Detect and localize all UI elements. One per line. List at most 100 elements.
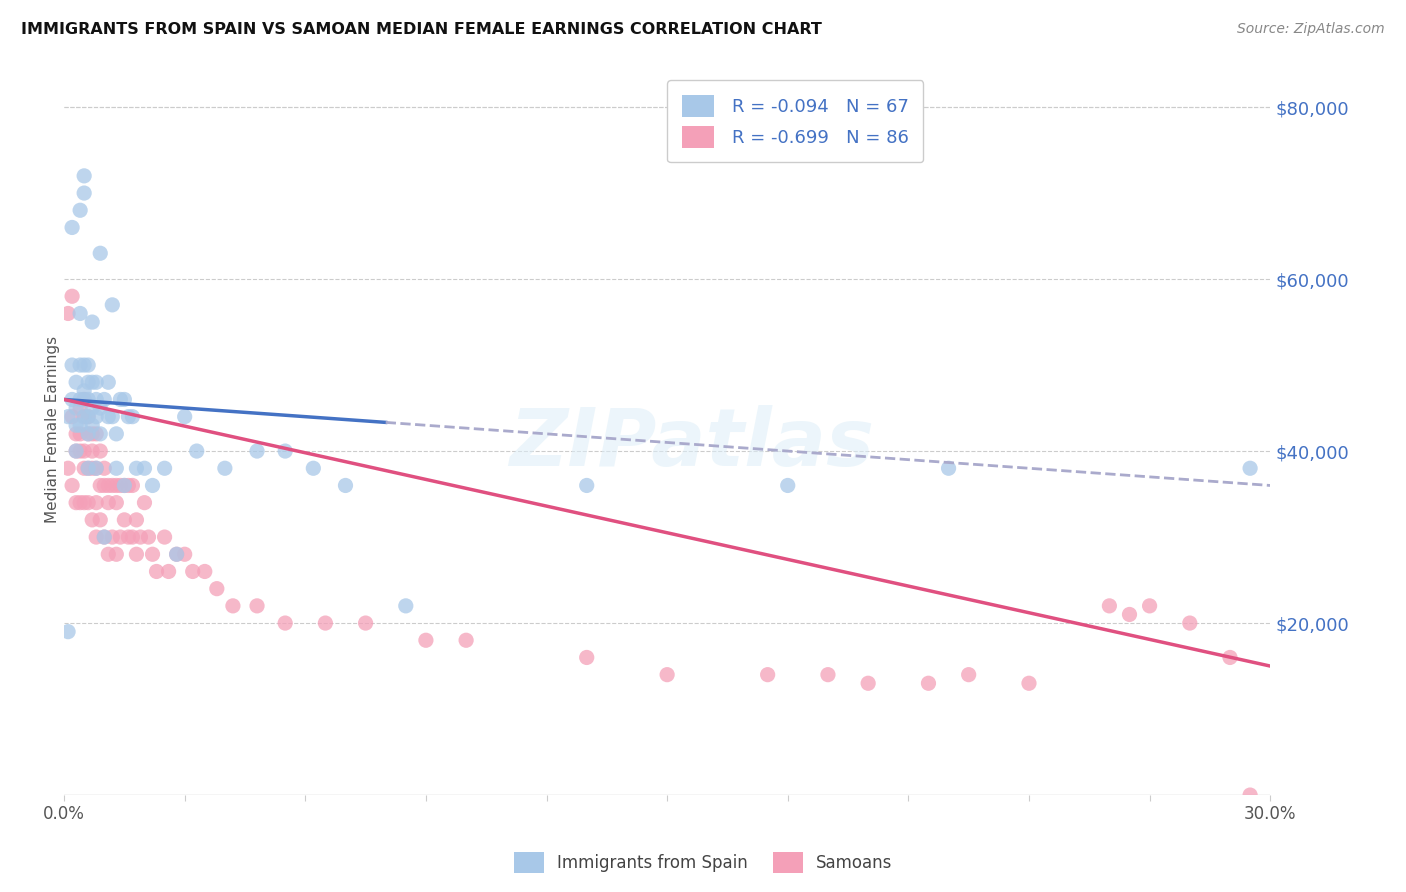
Point <box>69 392 91 407</box>
Point <box>56 624 79 639</box>
Point <box>314 616 336 631</box>
Point <box>1098 599 1121 613</box>
Point <box>141 547 163 561</box>
Point <box>77 426 100 441</box>
Point <box>77 496 100 510</box>
Point <box>82 461 104 475</box>
Point <box>121 530 143 544</box>
Point <box>246 599 269 613</box>
Point <box>456 633 478 648</box>
Point <box>89 478 111 492</box>
Point <box>82 418 104 433</box>
Point <box>73 358 96 372</box>
Point <box>153 461 176 475</box>
Point <box>112 513 135 527</box>
Point <box>101 409 124 424</box>
Point <box>335 478 357 492</box>
Point <box>105 496 128 510</box>
Point <box>89 444 111 458</box>
Point <box>84 530 107 544</box>
Point <box>141 478 163 492</box>
Point <box>1018 676 1040 690</box>
Point <box>65 426 87 441</box>
Point <box>82 513 104 527</box>
Point <box>415 633 437 648</box>
Point <box>77 409 100 424</box>
Point <box>756 667 779 681</box>
Point <box>125 547 148 561</box>
Point <box>173 547 195 561</box>
Point <box>56 461 79 475</box>
Point <box>73 392 96 407</box>
Point <box>69 401 91 415</box>
Point <box>60 478 83 492</box>
Point <box>134 461 156 475</box>
Point <box>69 203 91 218</box>
Point <box>575 650 598 665</box>
Point <box>97 478 120 492</box>
Point <box>145 565 167 579</box>
Point <box>73 409 96 424</box>
Point <box>856 676 879 690</box>
Point <box>97 376 120 390</box>
Point <box>101 478 124 492</box>
Point <box>82 315 104 329</box>
Point <box>77 461 100 475</box>
Point <box>60 358 83 372</box>
Point <box>776 478 799 492</box>
Point <box>655 667 678 681</box>
Point <box>65 496 87 510</box>
Text: ZIPatlas: ZIPatlas <box>509 405 873 483</box>
Text: IMMIGRANTS FROM SPAIN VS SAMOAN MEDIAN FEMALE EARNINGS CORRELATION CHART: IMMIGRANTS FROM SPAIN VS SAMOAN MEDIAN F… <box>21 22 823 37</box>
Point <box>222 599 245 613</box>
Point <box>1239 788 1261 802</box>
Point <box>93 530 115 544</box>
Point <box>173 409 195 424</box>
Point <box>65 418 87 433</box>
Point <box>73 384 96 398</box>
Point <box>73 186 96 200</box>
Point <box>73 461 96 475</box>
Point <box>112 478 135 492</box>
Point <box>274 616 297 631</box>
Point <box>957 667 980 681</box>
Point <box>105 461 128 475</box>
Point <box>575 478 598 492</box>
Point <box>125 461 148 475</box>
Point <box>110 530 132 544</box>
Point <box>77 376 100 390</box>
Point <box>65 444 87 458</box>
Point <box>73 496 96 510</box>
Point <box>166 547 188 561</box>
Point <box>302 461 325 475</box>
Point <box>105 547 128 561</box>
Point <box>82 426 104 441</box>
Point <box>205 582 228 596</box>
Point <box>105 478 128 492</box>
Point <box>84 409 107 424</box>
Point <box>77 409 100 424</box>
Point <box>1219 650 1241 665</box>
Point <box>60 409 83 424</box>
Point <box>89 513 111 527</box>
Point <box>117 478 139 492</box>
Point <box>1139 599 1161 613</box>
Point <box>69 444 91 458</box>
Point <box>93 530 115 544</box>
Point <box>60 289 83 303</box>
Point <box>274 444 297 458</box>
Point <box>69 358 91 372</box>
Point <box>69 306 91 320</box>
Point <box>129 530 152 544</box>
Legend: Immigrants from Spain, Samoans: Immigrants from Spain, Samoans <box>508 846 898 880</box>
Point <box>246 444 269 458</box>
Point <box>1239 461 1261 475</box>
Point <box>1118 607 1140 622</box>
Point <box>84 392 107 407</box>
Point <box>84 426 107 441</box>
Point <box>117 530 139 544</box>
Point <box>93 478 115 492</box>
Point <box>134 496 156 510</box>
Point <box>105 426 128 441</box>
Point <box>101 530 124 544</box>
